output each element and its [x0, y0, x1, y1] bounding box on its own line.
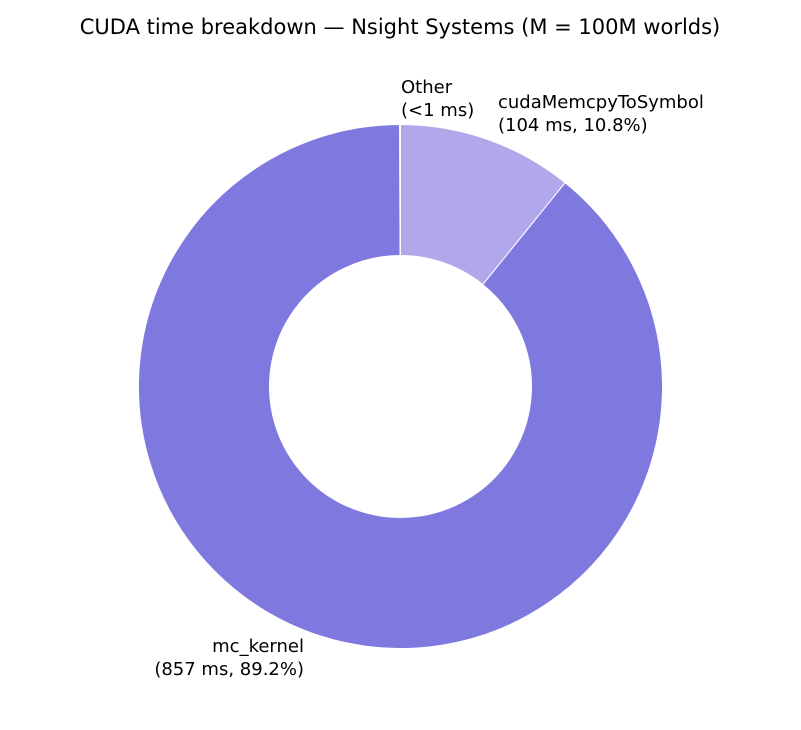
slice-label-name: mc_kernel [212, 636, 304, 657]
slice-mc-kernel [138, 123, 663, 649]
slice-label-name: cudaMemcpyToSymbol [498, 92, 704, 113]
slice-labels: cudaMemcpyToSymbol (104 ms, 10.8%) mc_kern… [154, 77, 704, 680]
slice-label-name: Other [401, 77, 453, 98]
slice-label-value: (104 ms, 10.8%) [498, 115, 648, 136]
slice-label-mc-kernel: mc_kernel (857 ms, 89.2%) [154, 636, 304, 680]
slice-other [399, 123, 401, 257]
slice-label-other: Other (<1 ms) [401, 77, 474, 121]
slice-label-cudamemcpytosymbol: cudaMemcpyToSymbol (104 ms, 10.8%) [498, 92, 704, 136]
chart-title: CUDA time breakdown — Nsight Systems (M … [80, 15, 721, 39]
slice-label-value: (<1 ms) [401, 100, 474, 121]
slice-label-value: (857 ms, 89.2%) [154, 659, 304, 680]
donut-slices [138, 123, 663, 649]
